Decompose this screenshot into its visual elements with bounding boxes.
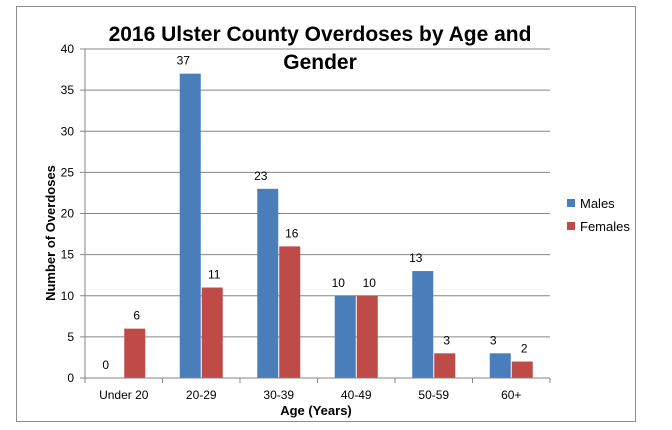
bar-males-40-49 [334, 295, 356, 378]
data-label: 3 [490, 333, 497, 347]
y-tick-label: 10 [61, 289, 75, 303]
legend-swatch-males [567, 199, 575, 207]
data-labels: 0 6 37 11 23 16 10 10 13 3 3 2 [102, 54, 528, 372]
bar-females-60+ [511, 361, 533, 378]
bar-males-60+ [489, 353, 511, 378]
y-tick-label: 30 [61, 124, 75, 138]
y-axis-label: Number of Overdoses [43, 165, 58, 301]
legend-label-females: Females [580, 219, 630, 234]
data-label: 16 [285, 226, 299, 240]
bar-males-20-29 [179, 73, 201, 379]
y-tick-label: 5 [67, 330, 74, 344]
bar-males-50-59 [412, 271, 434, 378]
bar-females-20-29 [201, 287, 223, 378]
y-tick-label: 15 [61, 248, 75, 262]
x-tick-label: 40-49 [341, 388, 372, 402]
y-tick-label: 20 [61, 207, 75, 221]
data-label: 10 [363, 276, 377, 290]
y-tick-label: 40 [61, 42, 75, 56]
bar-females-40-49 [356, 295, 378, 378]
x-tick-label: 50-59 [418, 388, 449, 402]
x-tick-labels: Under 20 20-29 30-39 40-49 50-59 60+ [99, 388, 521, 402]
x-tick-label: 60+ [501, 388, 521, 402]
data-label: 2 [521, 342, 528, 356]
bar-males-30-39 [257, 188, 279, 378]
bar-females-50-59 [434, 353, 456, 378]
x-tick-label: 20-29 [186, 388, 217, 402]
data-label: 13 [409, 251, 423, 265]
y-tick-label: 0 [67, 371, 74, 385]
data-label: 3 [443, 333, 450, 347]
y-tick-labels: 0 5 10 15 20 25 30 35 40 [61, 42, 75, 385]
legend-label-males: Males [580, 196, 615, 211]
legend-swatch-females [567, 222, 575, 230]
chart-title-line-1: 2016 Ulster County Overdoses by Age and [109, 23, 532, 46]
data-label: 10 [332, 276, 346, 290]
x-tick-label: Under 20 [99, 388, 149, 402]
bars [124, 73, 533, 379]
x-tick-label: 30-39 [263, 388, 294, 402]
bar-females-under-20 [124, 328, 146, 378]
data-label: 23 [254, 169, 268, 183]
legend: Males Females [567, 196, 630, 234]
data-label: 11 [208, 268, 221, 282]
chart-title-line-2: Gender [283, 51, 357, 74]
data-label: 0 [102, 358, 109, 372]
y-tick-label: 35 [61, 83, 75, 97]
gridlines [80, 48, 551, 383]
data-label: 37 [177, 54, 191, 68]
x-axis-label: Age (Years) [280, 403, 352, 418]
bar-females-30-39 [279, 246, 301, 378]
data-label: 6 [133, 309, 140, 323]
y-tick-label: 25 [61, 165, 75, 179]
